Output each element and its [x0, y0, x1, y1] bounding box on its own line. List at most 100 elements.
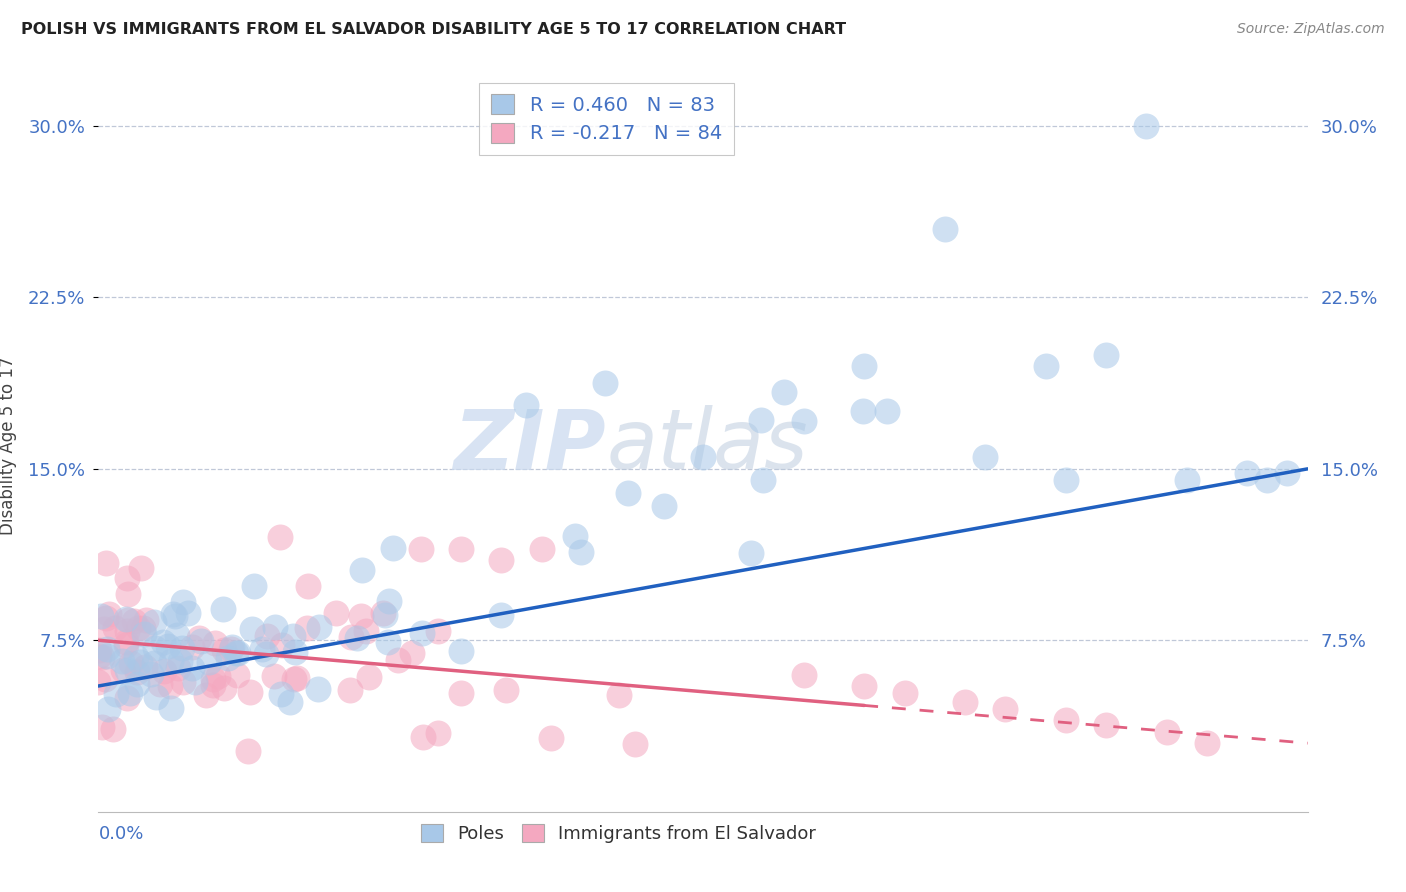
Point	[852, 404, 875, 418]
Point	[250, 641, 273, 656]
Point	[284, 644, 307, 658]
Point	[308, 620, 330, 634]
Point	[1054, 714, 1077, 728]
Point	[198, 656, 221, 670]
Point	[359, 670, 381, 684]
Point	[97, 607, 120, 621]
Point	[387, 652, 409, 666]
Point	[103, 722, 125, 736]
Point	[89, 648, 111, 663]
Point	[974, 450, 997, 465]
Point	[412, 730, 434, 744]
Point	[91, 650, 114, 665]
Point	[1035, 359, 1057, 373]
Point	[142, 656, 165, 670]
Point	[270, 687, 292, 701]
Point	[350, 609, 373, 624]
Point	[212, 602, 235, 616]
Point	[87, 675, 110, 690]
Point	[381, 541, 404, 555]
Text: Source: ZipAtlas.com: Source: ZipAtlas.com	[1237, 22, 1385, 37]
Point	[143, 615, 166, 629]
Point	[204, 636, 226, 650]
Point	[195, 688, 218, 702]
Point	[264, 620, 287, 634]
Point	[120, 686, 142, 700]
Point	[530, 541, 553, 556]
Legend: Poles, Immigrants from El Salvador: Poles, Immigrants from El Salvador	[413, 816, 823, 850]
Point	[134, 660, 156, 674]
Point	[125, 649, 148, 664]
Point	[876, 404, 898, 418]
Point	[263, 669, 285, 683]
Point	[793, 667, 815, 681]
Point	[219, 642, 242, 657]
Point	[256, 629, 278, 643]
Point	[225, 646, 247, 660]
Point	[172, 674, 194, 689]
Point	[1095, 347, 1118, 362]
Point	[793, 414, 815, 428]
Point	[1156, 724, 1178, 739]
Point	[350, 563, 373, 577]
Point	[652, 499, 675, 513]
Point	[172, 640, 194, 655]
Point	[96, 641, 118, 656]
Point	[295, 621, 318, 635]
Point	[953, 695, 976, 709]
Point	[114, 639, 136, 653]
Point	[132, 621, 155, 635]
Text: 0.0%: 0.0%	[98, 825, 143, 843]
Point	[117, 613, 139, 627]
Point	[297, 579, 319, 593]
Point	[243, 579, 266, 593]
Point	[240, 622, 263, 636]
Point	[593, 376, 616, 390]
Point	[96, 648, 118, 663]
Point	[934, 222, 956, 236]
Point	[162, 607, 184, 621]
Point	[166, 628, 188, 642]
Point	[1256, 473, 1278, 487]
Point	[569, 544, 592, 558]
Point	[128, 655, 150, 669]
Point	[169, 654, 191, 668]
Point	[135, 613, 157, 627]
Point	[221, 640, 243, 654]
Point	[325, 606, 347, 620]
Point	[93, 622, 115, 636]
Point	[617, 485, 640, 500]
Point	[112, 664, 135, 678]
Point	[285, 671, 308, 685]
Point	[1095, 718, 1118, 732]
Point	[307, 682, 329, 697]
Point	[145, 690, 167, 704]
Point	[115, 691, 138, 706]
Point	[853, 359, 876, 373]
Point	[409, 541, 432, 556]
Point	[177, 606, 200, 620]
Point	[115, 612, 138, 626]
Point	[374, 608, 396, 623]
Point	[225, 668, 247, 682]
Point	[183, 675, 205, 690]
Point	[1277, 467, 1299, 481]
Point	[117, 663, 139, 677]
Point	[354, 624, 377, 639]
Point	[115, 624, 138, 638]
Point	[167, 661, 190, 675]
Point	[270, 638, 292, 652]
Point	[114, 635, 136, 649]
Point	[1236, 467, 1258, 481]
Point	[157, 639, 180, 653]
Point	[624, 737, 647, 751]
Point	[117, 587, 139, 601]
Point	[491, 607, 513, 622]
Point	[94, 672, 117, 686]
Point	[450, 643, 472, 657]
Text: atlas: atlas	[606, 406, 808, 486]
Point	[97, 702, 120, 716]
Point	[149, 677, 172, 691]
Point	[772, 385, 794, 400]
Point	[994, 702, 1017, 716]
